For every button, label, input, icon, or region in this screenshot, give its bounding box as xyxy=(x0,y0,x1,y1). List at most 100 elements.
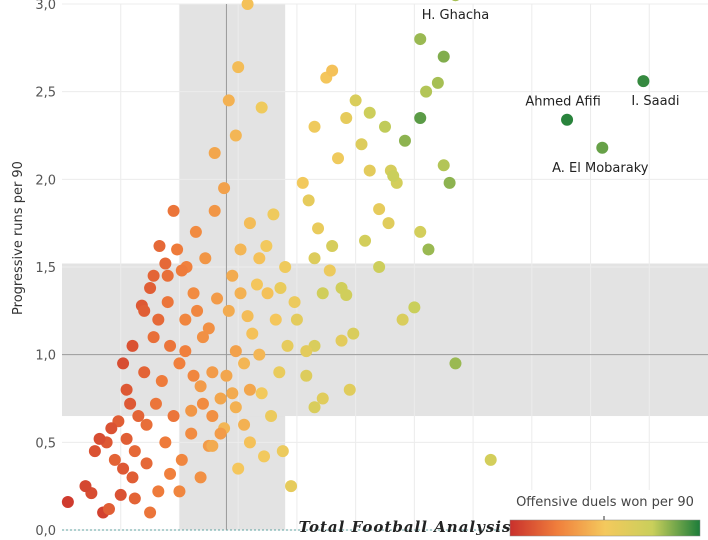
brand-logo: Total Football Analysis xyxy=(299,518,512,536)
data-point xyxy=(340,111,353,124)
data-point xyxy=(420,85,433,98)
data-point xyxy=(343,383,356,396)
data-point xyxy=(128,445,141,458)
data-point xyxy=(206,439,219,452)
data-points xyxy=(61,0,497,519)
data-point xyxy=(175,264,188,277)
data-point xyxy=(373,261,386,273)
data-point xyxy=(214,427,227,440)
data-point xyxy=(102,502,115,515)
data-point xyxy=(206,410,219,423)
data-point xyxy=(302,194,315,207)
highlighted-point xyxy=(451,0,460,2)
data-point xyxy=(211,292,224,305)
data-point xyxy=(396,313,409,326)
data-point xyxy=(164,339,177,352)
point-annotation: Ahmed Afifi xyxy=(525,95,600,110)
data-point xyxy=(300,369,313,382)
data-point xyxy=(229,401,242,414)
data-point xyxy=(355,138,368,151)
data-point xyxy=(155,374,168,387)
data-point xyxy=(241,0,254,10)
data-point xyxy=(152,485,165,498)
data-point xyxy=(140,418,153,431)
data-point xyxy=(234,287,247,300)
data-point xyxy=(194,471,207,484)
data-point xyxy=(220,369,233,382)
data-point xyxy=(226,269,239,282)
data-point xyxy=(269,313,282,326)
data-point xyxy=(255,101,268,114)
data-point xyxy=(363,164,376,177)
data-point xyxy=(253,252,266,265)
data-point xyxy=(290,313,303,326)
data-point xyxy=(208,204,221,217)
data-point xyxy=(173,357,186,370)
data-point xyxy=(114,488,127,501)
data-point xyxy=(117,462,130,475)
data-point xyxy=(276,445,289,458)
data-point xyxy=(243,383,256,396)
data-point xyxy=(265,410,278,423)
data-point xyxy=(167,204,180,217)
data-point xyxy=(363,106,376,119)
data-point xyxy=(79,480,92,493)
data-point xyxy=(326,64,339,77)
data-point xyxy=(484,453,497,466)
data-point xyxy=(208,147,221,160)
data-point xyxy=(120,432,133,445)
data-point xyxy=(373,203,386,216)
highlighted-point xyxy=(637,75,650,88)
data-point xyxy=(222,304,235,317)
data-point xyxy=(161,296,174,309)
data-point xyxy=(171,243,184,256)
data-point xyxy=(159,257,172,270)
y-axis-ticks: 0,0 0,5 1,0 1,5 2,0 2,5 3,0 xyxy=(35,0,56,539)
data-point xyxy=(108,453,121,466)
data-point xyxy=(300,345,313,358)
data-point xyxy=(229,345,242,358)
data-point xyxy=(152,313,165,326)
data-point xyxy=(167,410,180,423)
gridlines xyxy=(62,3,708,531)
y-tick-label: 2,5 xyxy=(35,86,56,101)
data-point xyxy=(274,282,287,295)
data-point xyxy=(164,467,177,480)
data-point xyxy=(149,397,162,410)
data-point xyxy=(422,243,435,256)
data-point xyxy=(185,404,198,417)
data-point xyxy=(379,120,391,133)
data-point xyxy=(312,222,325,235)
data-point xyxy=(243,217,256,230)
labeled-points: H. Ghacha Ahmed Afifi I. Saadi A. El Mobara… xyxy=(422,0,679,176)
legend-title: Offensive duels won per 90 xyxy=(516,495,694,510)
data-point xyxy=(175,453,188,466)
data-point xyxy=(117,357,130,370)
data-point xyxy=(261,287,274,300)
data-point xyxy=(124,397,137,410)
y-tick-label: 0,0 xyxy=(35,524,56,539)
data-point xyxy=(194,380,207,393)
data-point xyxy=(232,61,245,74)
data-point xyxy=(437,159,450,172)
data-point xyxy=(347,327,360,340)
y-axis-label: Progressive runs per 90 xyxy=(11,161,26,315)
data-point xyxy=(226,387,239,400)
data-point xyxy=(144,282,157,295)
data-point xyxy=(414,33,427,46)
data-point xyxy=(196,397,209,410)
y-tick-label: 1,5 xyxy=(35,261,56,276)
data-point xyxy=(238,418,251,431)
data-point xyxy=(285,480,298,493)
data-point xyxy=(140,457,153,470)
data-point xyxy=(147,269,160,282)
data-point xyxy=(279,261,292,273)
data-point xyxy=(153,239,166,252)
data-point xyxy=(187,287,200,300)
data-point xyxy=(308,252,321,265)
data-point xyxy=(185,427,198,440)
data-point xyxy=(414,111,427,124)
data-point xyxy=(214,392,227,405)
data-point xyxy=(258,450,271,463)
